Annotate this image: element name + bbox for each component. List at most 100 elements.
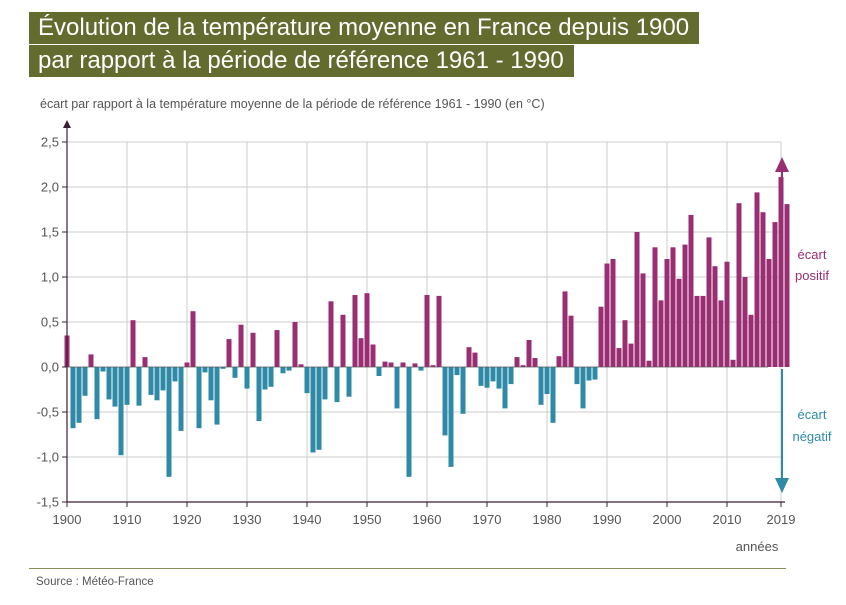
x-tick-labels: 1900 1910 1920 1930 1940 1950 1960 1970 1980 1990… [53, 512, 796, 527]
y-tick-label: 0,5 [41, 315, 59, 330]
x-tick-label: 1960 [413, 512, 442, 527]
bar-1997 [646, 360, 652, 367]
bar-1957 [406, 367, 412, 477]
bar-2003 [682, 244, 688, 367]
bar-1912 [136, 367, 142, 406]
bar-1919 [178, 367, 184, 431]
bar-1940 [304, 367, 310, 394]
bar-1989 [598, 306, 604, 367]
bar-1937 [286, 367, 292, 371]
x-tick-label: 1920 [173, 512, 202, 527]
bar-2007 [706, 237, 712, 367]
bar-1975 [514, 357, 520, 367]
bar-1926 [220, 367, 226, 369]
x-tick-label: 1970 [473, 512, 502, 527]
bar-1939 [298, 364, 304, 367]
bar-1907 [106, 367, 112, 400]
bar-1925 [214, 367, 220, 425]
negative-arrow-head [775, 478, 789, 493]
bar-1988 [592, 367, 598, 380]
bar-1943 [322, 367, 328, 400]
bar-1987 [586, 367, 592, 381]
bar-2012 [736, 203, 742, 367]
bar-2002 [676, 278, 682, 367]
bar-2017 [766, 259, 772, 367]
bar-1996 [640, 273, 646, 367]
bar-1950 [364, 293, 370, 367]
negative-label-line-1: écart [798, 407, 827, 422]
bar-1930 [244, 367, 250, 389]
x-tick-label: 1950 [353, 512, 382, 527]
x-tick-label: 2010 [713, 512, 742, 527]
bar-1949 [358, 338, 364, 367]
bar-1906 [100, 367, 106, 372]
bar-2014 [748, 314, 754, 367]
positive-label-line-1: écart [798, 247, 827, 262]
bar-1993 [622, 320, 628, 367]
bar-1927 [226, 339, 232, 367]
bar-1999 [658, 300, 664, 367]
y-tick-labels: 2,5 2,0 1,5 1,0 0,5 0,0 -0,5 -1,0 -1,5 [37, 135, 59, 510]
bar-1958 [412, 363, 418, 367]
bar-1914 [148, 367, 154, 395]
bar-2009 [718, 300, 724, 367]
bar-1941 [310, 367, 316, 453]
bar-2011 [730, 359, 736, 367]
positive-arrow-head [775, 157, 789, 172]
bar-1934 [268, 367, 274, 387]
bar-1995 [634, 232, 640, 367]
negative-label-line-2: négatif [792, 429, 831, 444]
bar-2000 [664, 259, 670, 367]
bar-1903 [82, 367, 88, 396]
x-tick-label: 2019 [767, 512, 796, 527]
bar-1962 [436, 295, 442, 367]
bar-1952 [376, 367, 382, 376]
positive-label-line-2: positif [795, 268, 829, 283]
bar-1921 [190, 311, 196, 367]
bar-1961 [430, 365, 436, 367]
bar-2005 [694, 295, 700, 367]
bar-1974 [508, 367, 514, 385]
bar-1981 [550, 367, 556, 423]
bar-1967 [466, 347, 472, 367]
bar-1968 [472, 352, 478, 367]
bar-1966 [460, 367, 466, 414]
bar-1942 [316, 367, 322, 450]
bar-2020 [784, 204, 790, 367]
y-axis-arrow [63, 120, 71, 128]
bar-1971 [490, 367, 496, 382]
bar-1953 [382, 361, 388, 367]
bar-1998 [652, 247, 658, 367]
bar-1946 [340, 314, 346, 367]
bar-1964 [448, 367, 454, 467]
y-axis-label: écart par rapport à la température moyen… [40, 97, 545, 111]
bar-1911 [130, 320, 136, 367]
bar-1965 [454, 367, 460, 376]
bar-1982 [556, 356, 562, 367]
x-tick-label: 1930 [233, 512, 262, 527]
bar-1984 [568, 315, 574, 367]
y-tick-label: -1,0 [37, 450, 59, 465]
x-tick-label: 2000 [653, 512, 682, 527]
bar-1986 [580, 367, 586, 409]
chart-title-line-2: par rapport à la période de référence 19… [29, 45, 574, 77]
bar-1929 [238, 324, 244, 367]
bar-1909 [118, 367, 124, 456]
bar-1920 [184, 362, 190, 367]
bar-1915 [154, 367, 160, 401]
x-axis-label: années [736, 539, 779, 554]
axes [62, 120, 785, 507]
bar-1985 [574, 367, 580, 385]
bar-2018 [772, 222, 778, 367]
bar-1976 [520, 365, 526, 367]
bar-1935 [274, 330, 280, 367]
bar-1910 [124, 367, 130, 405]
bar-1991 [610, 259, 616, 367]
bar-1954 [388, 362, 394, 367]
y-tick-label: 1,0 [41, 270, 59, 285]
bar-1905 [94, 367, 100, 420]
source-divider [29, 568, 786, 569]
bar-1977 [526, 340, 532, 367]
bar-1969 [478, 367, 484, 386]
